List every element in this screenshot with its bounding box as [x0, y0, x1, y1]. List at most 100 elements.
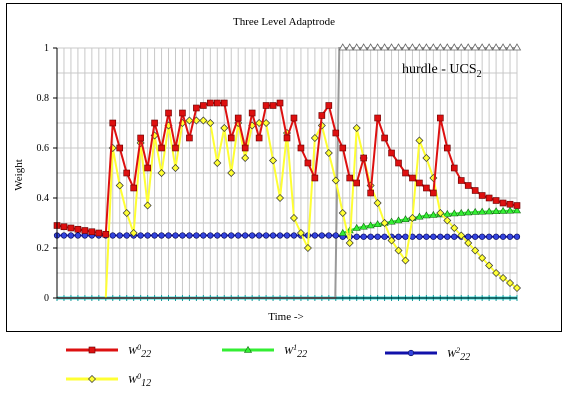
- series-point-w0-22: [499, 199, 507, 207]
- series-point-w2-22: [109, 232, 116, 239]
- series-point-w0-22: [409, 174, 416, 182]
- series-point-w1-22: [429, 210, 438, 218]
- series-point-w1-22: [352, 223, 361, 231]
- legend: W022 W122 W222 W012: [66, 343, 470, 389]
- series-point-w0-22: [130, 184, 137, 192]
- series-point-w1-22: [415, 212, 424, 220]
- series-point-w2-22: [479, 233, 486, 240]
- series-group-w0-12: [104, 116, 521, 299]
- hurdle-point: [457, 43, 466, 51]
- series-point-w0-12: [289, 214, 298, 222]
- series-point-w2-22: [67, 232, 75, 239]
- series-point-w0-12: [499, 274, 508, 282]
- chart-title: Three Level Adaptrode: [233, 16, 335, 28]
- series-point-w0-12: [450, 224, 459, 232]
- series-group-w1-22: [338, 206, 522, 236]
- series-point-w0-22: [367, 189, 374, 197]
- hurdle-point: [366, 43, 375, 51]
- series-point-w0-12: [310, 134, 319, 142]
- series-point-w2-22: [374, 233, 381, 240]
- series-point-w0-22: [241, 144, 249, 152]
- series-point-w2-22: [325, 232, 332, 239]
- hurdle-point: [338, 43, 347, 51]
- series-point-w2-22: [311, 232, 318, 239]
- series-point-w0-12: [394, 246, 403, 255]
- series-point-w0-22: [374, 114, 381, 122]
- series-point-w0-12: [129, 229, 138, 237]
- series-point-w1-22: [359, 222, 368, 230]
- series-point-w1-22: [492, 207, 501, 215]
- series-point-w1-22: [394, 216, 403, 224]
- series-point-w1-22: [471, 207, 480, 215]
- series-point-w0-22: [186, 134, 193, 142]
- series-point-w0-22: [144, 164, 151, 172]
- axis-layer: 0 0.2 0.4 0.6 0.8 1: [37, 43, 517, 304]
- series-point-w1-22: [243, 345, 253, 353]
- legend-item-w0-22: W022: [66, 343, 151, 360]
- hurdle-point: [394, 43, 403, 51]
- legend-label: W022: [128, 343, 151, 360]
- series-point-w0-12: [303, 244, 312, 252]
- series-point-w0-22: [506, 200, 514, 208]
- y-tick-label: 1: [44, 43, 49, 54]
- series-point-w2-22: [214, 232, 221, 239]
- series-point-w2-22: [242, 232, 249, 239]
- series-point-w0-12: [345, 239, 354, 247]
- y-tick-label: 0.2: [37, 243, 50, 254]
- series-point-w0-22: [485, 194, 493, 202]
- series-point-w0-12: [213, 159, 222, 167]
- series-point-w0-22: [200, 102, 207, 109]
- series-point-w2-22: [123, 232, 130, 239]
- legend-label: W012: [128, 372, 151, 389]
- series-point-w0-12: [255, 119, 264, 127]
- series-point-w0-22: [220, 99, 228, 107]
- series-point-w2-22: [200, 232, 207, 239]
- series-point-w2-22: [74, 232, 82, 239]
- series-point-w2-22: [367, 233, 374, 240]
- y-axis-title: Weight: [13, 159, 25, 191]
- series-point-w0-12: [262, 119, 271, 127]
- series-point-w2-22: [472, 233, 479, 240]
- series-point-w2-22: [465, 233, 472, 240]
- series-point-w2-22: [360, 233, 367, 240]
- hurdle-point: [464, 43, 473, 51]
- series-point-w0-12: [422, 154, 431, 162]
- hurdle-annotation-sub: 2: [477, 69, 482, 80]
- series-point-w0-12: [352, 124, 361, 132]
- series-point-w0-22: [158, 144, 165, 152]
- series-point-w0-22: [360, 154, 367, 162]
- hurdle-point: [470, 43, 480, 51]
- series-line-w0-12: [104, 119, 518, 299]
- hurdle-point: [512, 43, 522, 51]
- y-tick-label: 0.8: [37, 93, 50, 104]
- series-point-w2-22: [179, 232, 186, 239]
- y-tick-label: 0.6: [37, 143, 50, 154]
- series-point-w0-22: [137, 134, 144, 142]
- series-point-w0-12: [115, 181, 124, 190]
- series-point-w0-22: [437, 114, 444, 122]
- series-point-w0-22: [318, 112, 326, 119]
- hurdle-point: [477, 43, 487, 51]
- series-point-w0-12: [157, 169, 166, 177]
- series-point-w2-22: [262, 232, 270, 239]
- series-point-w0-12: [324, 149, 333, 157]
- series-point-w2-22: [499, 233, 507, 240]
- series-point-w1-22: [443, 209, 452, 217]
- y-tick-label: 0: [44, 293, 49, 304]
- series-point-w0-22: [492, 197, 500, 204]
- series-point-w2-22: [332, 232, 339, 239]
- series-point-w0-12: [220, 124, 229, 132]
- series-point-w0-22: [151, 119, 158, 127]
- series-point-w0-22: [290, 114, 298, 122]
- series-point-w2-22: [137, 232, 144, 239]
- series-point-w0-22: [269, 102, 277, 109]
- series-point-w1-22: [366, 221, 375, 229]
- series-point-w0-12: [88, 375, 96, 383]
- hurdle-annotation-text: hurdle - UCS: [402, 62, 477, 77]
- legend-item-w2-22: W222: [385, 346, 470, 363]
- series-point-w0-22: [102, 230, 110, 238]
- series-point-w0-12: [331, 176, 340, 185]
- series-point-w0-22: [304, 159, 312, 167]
- series-point-w2-22: [492, 233, 500, 240]
- series-point-w0-12: [485, 261, 494, 270]
